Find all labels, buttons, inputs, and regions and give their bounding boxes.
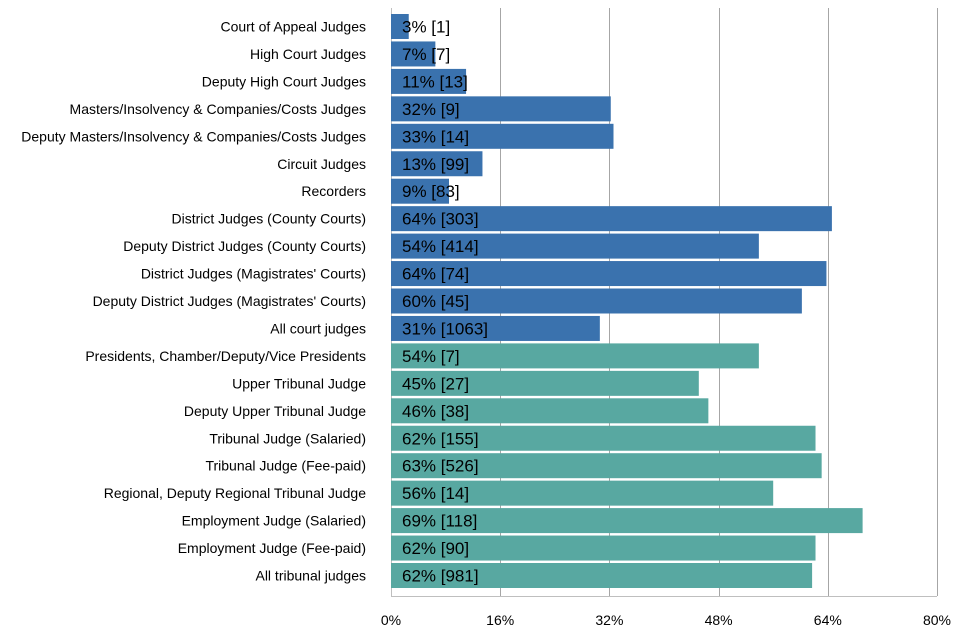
x-tick-label: 80% [923, 612, 951, 628]
bar [391, 123, 614, 149]
data-label: 64% [74] [402, 265, 469, 284]
bar [391, 398, 709, 424]
category-label: Deputy District Judges (County Courts) [123, 238, 366, 254]
data-label: 62% [90] [402, 539, 469, 558]
bar [391, 288, 802, 314]
data-label: 7% [7] [402, 45, 450, 64]
data-label: 13% [99] [402, 155, 469, 174]
category-label: Deputy District Judges (Magistrates' Cou… [93, 293, 366, 309]
category-label: Circuit Judges [277, 156, 366, 172]
data-label: 63% [526] [402, 457, 479, 476]
category-label: District Judges (Magistrates' Courts) [141, 266, 366, 282]
category-label: Deputy Upper Tribunal Judge [184, 403, 366, 419]
bar [391, 480, 774, 506]
bar [391, 563, 813, 588]
bar [391, 370, 699, 396]
data-label: 46% [38] [402, 402, 469, 421]
bar [391, 453, 822, 479]
data-label: 9% [83] [402, 182, 460, 201]
category-label: High Court Judges [250, 46, 366, 62]
category-label: Deputy Masters/Insolvency & Companies/Co… [21, 128, 366, 144]
x-tick-label: 0% [381, 612, 401, 628]
data-label: 33% [14] [402, 127, 469, 146]
data-label: 64% [303] [402, 210, 479, 229]
category-label: Recorders [301, 183, 366, 199]
bar [391, 151, 483, 177]
bar [391, 206, 832, 232]
category-label: Tribunal Judge (Fee-paid) [205, 458, 366, 474]
category-label: District Judges (County Courts) [171, 211, 366, 227]
bar [391, 96, 611, 122]
data-label: 62% [981] [402, 567, 479, 586]
bar [391, 343, 759, 369]
x-tick-label: 16% [486, 612, 514, 628]
data-label-layer: 3% [1] 7% [7] 11% [13] 32% [9] 33% [14] 13% [… [402, 18, 488, 586]
category-label: All tribunal judges [255, 568, 366, 584]
data-label: 69% [118] [402, 512, 477, 531]
x-tick-label: 48% [705, 612, 733, 628]
category-label: Employment Judge (Fee-paid) [178, 540, 366, 556]
data-label: 54% [414] [402, 237, 479, 256]
category-label: Deputy High Court Judges [202, 73, 366, 89]
category-label: Presidents, Chamber/Deputy/Vice Presiden… [85, 348, 366, 364]
category-label: Tribunal Judge (Salaried) [209, 430, 366, 446]
tick-label-layer: 0% 16% 32% 48% 64% 80% [381, 612, 951, 628]
category-label: Upper Tribunal Judge [232, 375, 366, 391]
data-label: 56% [14] [402, 484, 469, 503]
category-label-layer: Court of Appeal Judges High Court Judges D… [21, 19, 366, 584]
category-label: All court judges [270, 320, 366, 336]
bar [391, 315, 600, 341]
bar [391, 535, 816, 561]
x-tick-label: 32% [595, 612, 623, 628]
bar [391, 425, 816, 451]
data-label: 11% [13] [402, 72, 468, 91]
bar [391, 178, 450, 204]
x-tick-label: 64% [814, 612, 842, 628]
category-label: Regional, Deputy Regional Tribunal Judge [104, 485, 366, 501]
data-label: 3% [1] [402, 18, 450, 37]
bar [391, 233, 759, 259]
category-label: Court of Appeal Judges [220, 19, 366, 35]
data-label: 31% [1063] [402, 319, 488, 338]
category-label: Masters/Insolvency & Companies/Costs Jud… [70, 101, 366, 117]
category-label: Employment Judge (Salaried) [182, 513, 366, 529]
data-label: 60% [45] [402, 292, 469, 311]
bar [391, 14, 409, 39]
data-label: 62% [155] [402, 429, 479, 448]
data-label: 32% [9] [402, 100, 460, 119]
data-label: 54% [7] [402, 347, 460, 366]
bar [391, 41, 436, 67]
data-label: 45% [27] [402, 374, 469, 393]
bar [391, 68, 467, 94]
bar [391, 508, 863, 534]
bar-layer [391, 14, 863, 588]
bar [391, 261, 827, 287]
